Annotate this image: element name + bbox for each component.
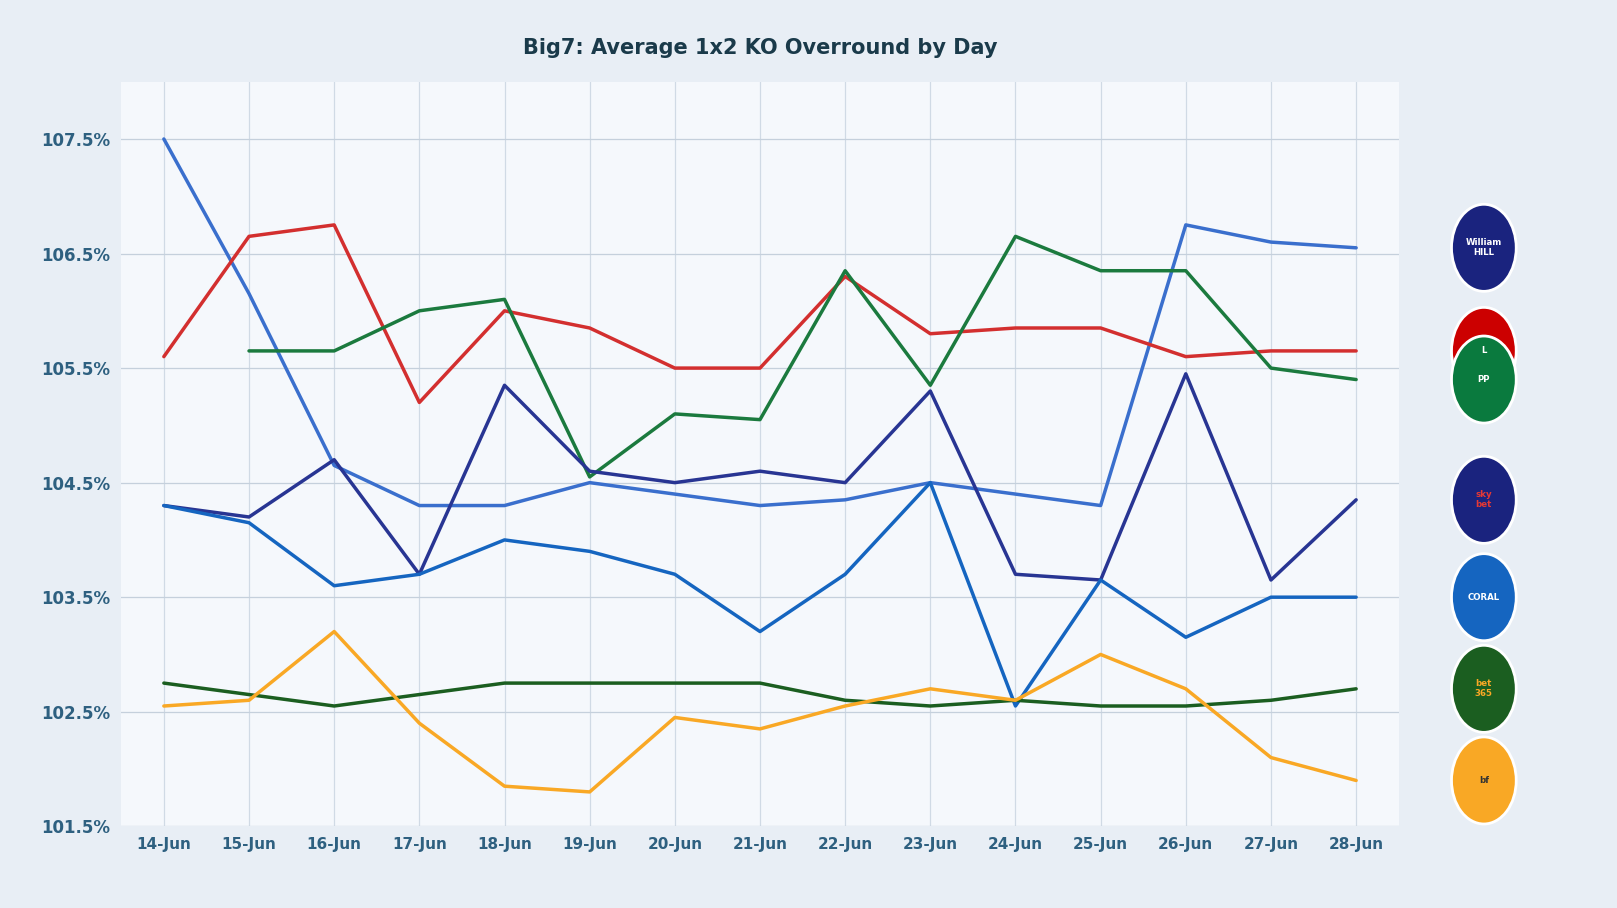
Circle shape — [1452, 737, 1517, 824]
Circle shape — [1452, 204, 1517, 291]
Circle shape — [1452, 336, 1517, 423]
Text: CORAL: CORAL — [1468, 593, 1501, 602]
Circle shape — [1452, 308, 1517, 394]
Circle shape — [1452, 554, 1517, 641]
Text: L: L — [1481, 347, 1486, 355]
Circle shape — [1452, 646, 1517, 733]
Text: sky
bet: sky bet — [1476, 490, 1492, 509]
Text: bf: bf — [1480, 776, 1489, 785]
Title: Big7: Average 1x2 KO Overround by Day: Big7: Average 1x2 KO Overround by Day — [522, 38, 998, 58]
Text: bet
365: bet 365 — [1475, 679, 1492, 698]
Circle shape — [1452, 457, 1517, 543]
Text: William
HILL: William HILL — [1465, 239, 1502, 257]
Text: PP: PP — [1478, 375, 1491, 384]
